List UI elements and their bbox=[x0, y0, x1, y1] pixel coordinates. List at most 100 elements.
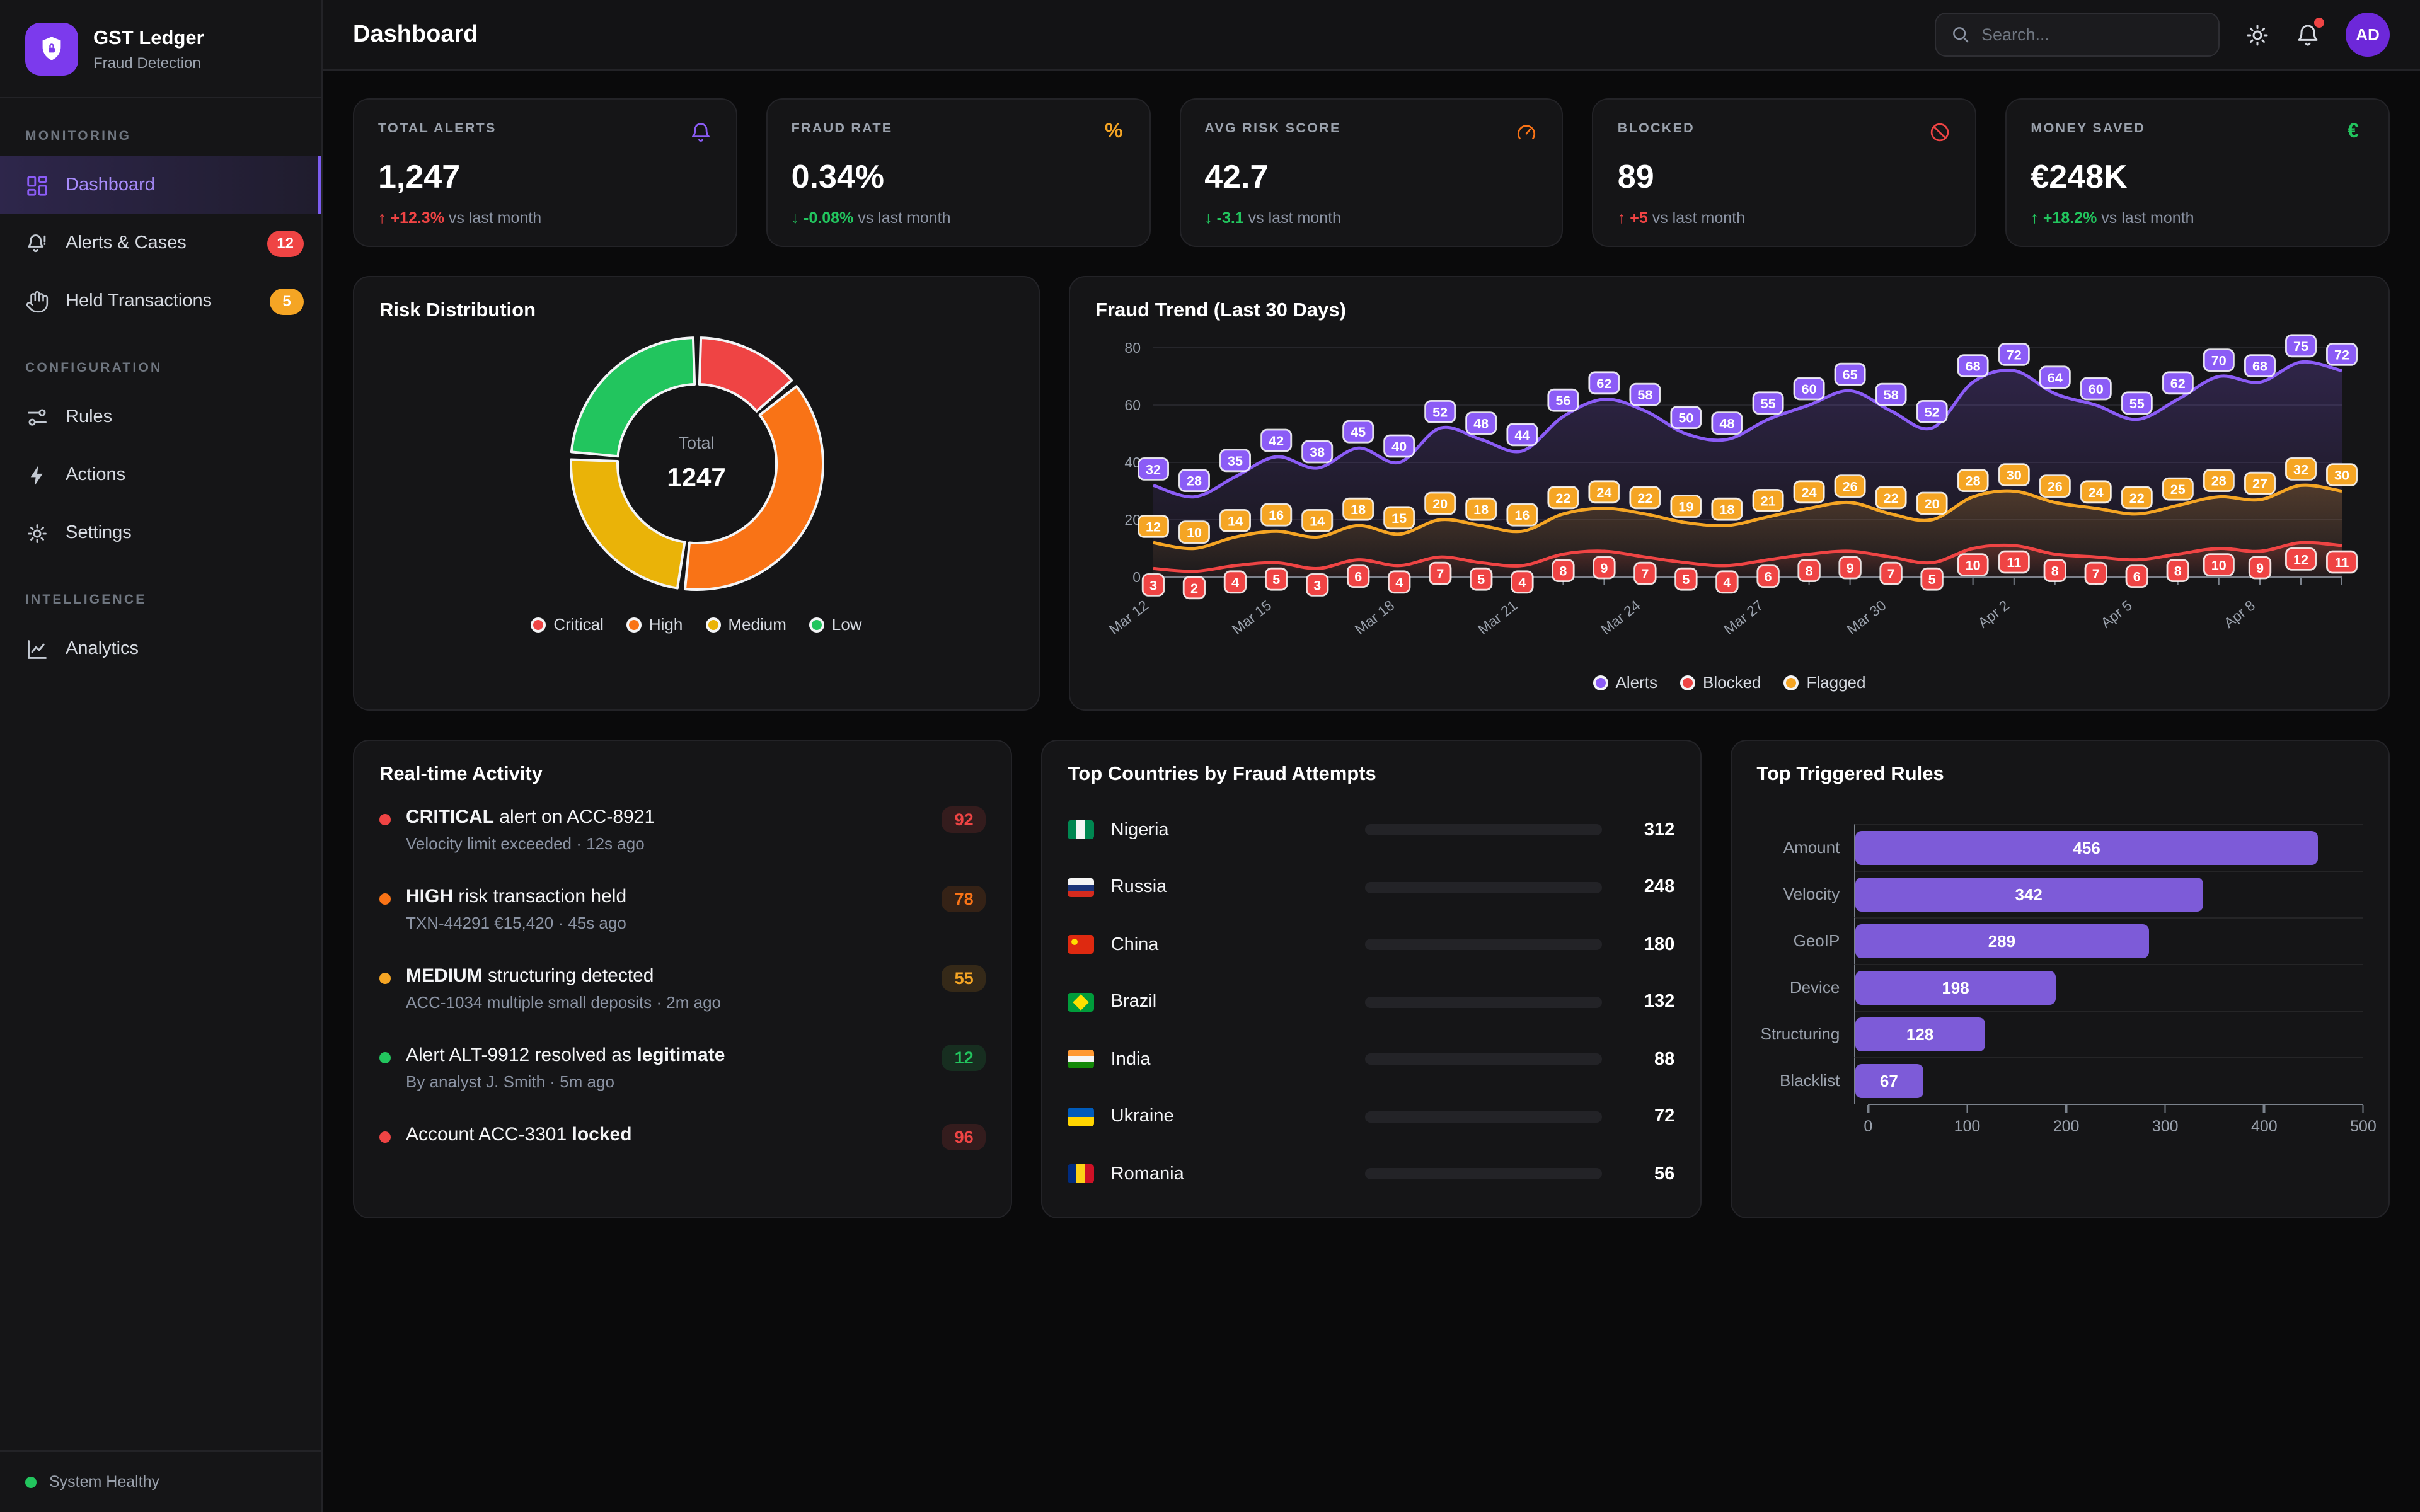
kpi-delta: ↓ -0.08% vs last month bbox=[791, 209, 951, 227]
kpi-value: 0.34% bbox=[791, 158, 885, 195]
svg-text:26: 26 bbox=[1843, 479, 1858, 495]
svg-text:8: 8 bbox=[2174, 563, 2182, 579]
svg-text:50: 50 bbox=[1678, 410, 1693, 426]
flag-china-icon bbox=[1068, 935, 1095, 954]
page-title: Dashboard bbox=[353, 21, 478, 47]
sidebar-item-actions[interactable]: Actions bbox=[0, 446, 321, 504]
kpi-top: AVG RISK SCORE bbox=[1204, 121, 1538, 144]
svg-text:22: 22 bbox=[1884, 490, 1899, 506]
svg-text:40: 40 bbox=[1392, 438, 1407, 454]
rule-plot: 198 bbox=[1853, 964, 2363, 1011]
top-countries-card: Top Countries by Fraud Attempts Nigeria 3… bbox=[1041, 740, 1702, 1218]
sidebar-item-alerts-cases[interactable]: Alerts & Cases 12 bbox=[0, 214, 321, 272]
status-label: System Healthy bbox=[49, 1473, 160, 1491]
sidebar-item-label: Alerts & Cases bbox=[66, 233, 187, 253]
axis-tick-label: 200 bbox=[2053, 1118, 2080, 1135]
legend-medium[interactable]: Medium bbox=[705, 615, 786, 634]
country-name: India bbox=[1110, 1049, 1151, 1070]
svg-text:22: 22 bbox=[2129, 490, 2145, 506]
risk-distribution-title: Risk Distribution bbox=[379, 300, 536, 321]
activity-title: MEDIUM structuring detected bbox=[406, 965, 654, 987]
country-row-nigeria: Nigeria 312 bbox=[1068, 801, 1674, 859]
svg-text:3: 3 bbox=[1150, 577, 1157, 593]
svg-text:24: 24 bbox=[1802, 484, 1817, 500]
sidebar-item-settings[interactable]: Settings bbox=[0, 504, 321, 562]
kpi-label: BLOCKED bbox=[1617, 121, 1695, 136]
nav-section-label: INTELLIGENCE bbox=[25, 592, 147, 607]
legend-dot bbox=[531, 617, 546, 632]
gear-icon bbox=[25, 521, 49, 545]
legend-alerts[interactable]: Alerts bbox=[1593, 673, 1657, 692]
severity-dot bbox=[379, 1052, 391, 1063]
severity-dot bbox=[379, 893, 391, 905]
svg-text:10: 10 bbox=[1187, 525, 1202, 541]
sidebar-item-held-transactions[interactable]: Held Transactions 5 bbox=[0, 272, 321, 330]
legend-dot bbox=[1593, 675, 1608, 690]
count-badge: 5 bbox=[270, 288, 304, 314]
sidebar-item-dashboard[interactable]: Dashboard bbox=[0, 156, 321, 214]
svg-text:Mar 18: Mar 18 bbox=[1352, 597, 1397, 638]
activity-item[interactable]: MEDIUM structuring detected ACC-1034 mult… bbox=[379, 965, 986, 1012]
theme-toggle-button[interactable] bbox=[2245, 22, 2270, 47]
search-input[interactable] bbox=[1981, 25, 2203, 44]
fraud-trend-chart: 0 20 40 60 80 Mar 12 Mar 15 Mar 18 Mar 21 Mar 24 M… bbox=[1095, 333, 2363, 655]
svg-text:24: 24 bbox=[1596, 484, 1611, 500]
svg-text:16: 16 bbox=[1514, 507, 1530, 523]
notifications-button[interactable] bbox=[2295, 17, 2324, 47]
svg-text:5: 5 bbox=[1682, 571, 1690, 587]
search-box[interactable] bbox=[1935, 13, 2220, 57]
activity-subtitle: TXN-44291 €15,420 · 45s ago bbox=[406, 914, 626, 932]
top-rules-card: Top Triggered Rules Amount 456 Velocity 342… bbox=[1730, 740, 2390, 1218]
risk-score-badge: 78 bbox=[942, 886, 986, 912]
rule-bar: 289 bbox=[1855, 924, 2149, 958]
activity-item[interactable]: HIGH risk transaction held TXN-44291 €15,… bbox=[379, 886, 986, 932]
svg-text:18: 18 bbox=[1719, 501, 1734, 517]
kpi-delta: ↑ +12.3% vs last month bbox=[378, 209, 542, 227]
activity-item[interactable]: CRITICAL alert on ACC-8921 Velocity limit… bbox=[379, 806, 986, 853]
risk-score-badge: 96 bbox=[942, 1124, 986, 1150]
sidebar-item-analytics[interactable]: Analytics bbox=[0, 620, 321, 678]
svg-text:72: 72 bbox=[2007, 346, 2022, 362]
activity-list: CRITICAL alert on ACC-8921 Velocity limit… bbox=[354, 786, 1011, 1150]
donut-segment-medium bbox=[569, 458, 686, 590]
country-value: 180 bbox=[1644, 934, 1675, 955]
svg-text:Apr 8: Apr 8 bbox=[2221, 597, 2258, 631]
legend-critical[interactable]: Critical bbox=[531, 615, 604, 634]
flag-brazil-icon bbox=[1068, 992, 1095, 1012]
svg-text:14: 14 bbox=[1228, 513, 1243, 529]
severity-dot bbox=[379, 814, 391, 825]
kpi-label: FRAUD RATE bbox=[791, 121, 893, 136]
activity-item[interactable]: Alert ALT-9912 resolved as legitimate By … bbox=[379, 1045, 986, 1091]
svg-text:4: 4 bbox=[1231, 575, 1239, 590]
country-bar-track bbox=[1364, 1053, 1602, 1065]
legend-flagged[interactable]: Flagged bbox=[1783, 673, 1865, 692]
country-bar-track bbox=[1364, 996, 1602, 1008]
donut-segment-low bbox=[569, 336, 696, 458]
legend-blocked[interactable]: Blocked bbox=[1680, 673, 1761, 692]
system-status: System Healthy bbox=[0, 1450, 321, 1512]
svg-text:6: 6 bbox=[2133, 569, 2141, 585]
rule-row-device: Device 198 bbox=[1744, 964, 2363, 1011]
country-name: China bbox=[1110, 934, 1159, 955]
svg-text:65: 65 bbox=[1843, 367, 1858, 382]
country-row-russia: Russia 248 bbox=[1068, 859, 1674, 916]
svg-text:45: 45 bbox=[1351, 424, 1366, 440]
activity-title: Alert ALT-9912 resolved as legitimate bbox=[406, 1045, 725, 1066]
rule-label: Device bbox=[1789, 978, 1840, 997]
rule-label: GeoIP bbox=[1793, 931, 1840, 950]
activity-item[interactable]: Account ACC-3301 locked 96 bbox=[379, 1124, 986, 1150]
svg-text:28: 28 bbox=[1966, 473, 1981, 489]
avatar[interactable]: AD bbox=[2346, 13, 2390, 57]
kpi-avg-risk-score: AVG RISK SCORE 42.7 ↓ -3.1 vs last month bbox=[1179, 98, 1564, 247]
axis-tick-label: 400 bbox=[2250, 1118, 2278, 1135]
sidebar-item-rules[interactable]: Rules bbox=[0, 388, 321, 446]
fraud-trend-title: Fraud Trend (Last 30 Days) bbox=[1095, 300, 1346, 321]
svg-text:38: 38 bbox=[1310, 444, 1325, 460]
legend-high[interactable]: High bbox=[626, 615, 683, 634]
rule-row-velocity: Velocity 342 bbox=[1744, 871, 2363, 917]
kpi-blocked: BLOCKED 89 ↑ +5 vs last month bbox=[1592, 98, 1977, 247]
legend-low[interactable]: Low bbox=[809, 615, 862, 634]
kpi-value: 1,247 bbox=[378, 158, 461, 195]
flag-ukraine-icon bbox=[1068, 1107, 1095, 1126]
